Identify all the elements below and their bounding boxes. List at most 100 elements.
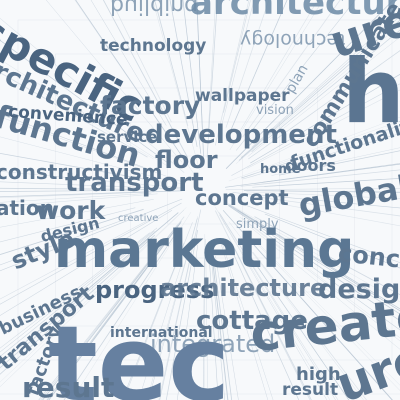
word-h: h	[342, 40, 400, 143]
background-line	[218, 211, 336, 400]
background-line	[0, 199, 154, 228]
word-international: international	[110, 325, 213, 341]
background-line	[246, 191, 400, 199]
background-line	[264, 177, 400, 187]
background-line	[71, 212, 192, 400]
background-line	[271, 147, 400, 176]
background-line	[203, 234, 206, 400]
background-line	[0, 187, 148, 190]
background-line	[110, 0, 172, 123]
word-constructivism: constructivism	[0, 160, 163, 184]
background-line	[0, 171, 184, 189]
background-line	[121, 242, 185, 400]
word-home: home	[260, 162, 301, 177]
background-line	[235, 0, 356, 151]
background-line	[0, 181, 181, 190]
background-frame	[92, 87, 318, 293]
background-line	[90, 0, 167, 126]
background-line	[0, 72, 148, 158]
background-line	[0, 192, 152, 203]
background-line	[228, 116, 400, 182]
background-line	[248, 50, 400, 160]
background-line	[146, 216, 198, 400]
background-line	[0, 234, 156, 375]
background-line	[205, 238, 208, 400]
background-line	[252, 237, 400, 386]
background-line	[237, 209, 400, 312]
background-line	[279, 150, 400, 176]
background-line	[220, 239, 274, 400]
background-line	[225, 163, 400, 188]
word-architecture-mid: architecture	[160, 274, 327, 302]
background-line	[0, 216, 133, 266]
background-frame	[129, 121, 281, 259]
background-line	[231, 243, 312, 400]
background-line	[0, 216, 155, 300]
background-line	[0, 190, 182, 199]
background-line	[211, 253, 229, 400]
background-line	[240, 241, 350, 400]
background-line	[0, 209, 185, 388]
word-transport: transport	[65, 168, 204, 198]
background-line	[235, 24, 400, 164]
background-line	[159, 209, 202, 400]
word-service: service	[97, 128, 158, 146]
background-line	[247, 36, 400, 157]
background-line	[242, 0, 341, 138]
background-line	[225, 0, 394, 169]
background-line	[206, 0, 218, 158]
word-marketing: marketing	[54, 220, 355, 280]
background-line	[0, 232, 150, 349]
background-line	[0, 39, 168, 163]
word-result-right: result	[282, 380, 339, 400]
background-line	[246, 89, 400, 169]
background-line	[0, 212, 179, 365]
word-technology: technology	[100, 36, 207, 56]
background-line	[253, 198, 400, 227]
background-line	[40, 216, 185, 400]
background-line	[215, 255, 239, 400]
background-line	[223, 0, 251, 113]
background-line	[225, 0, 288, 141]
word-factory: factory	[100, 91, 201, 120]
background-line	[222, 210, 393, 400]
background-line	[215, 207, 331, 400]
background-line	[210, 250, 226, 400]
background-line	[165, 229, 198, 400]
background-line	[42, 236, 169, 400]
background-line	[0, 190, 131, 192]
background-line	[232, 192, 400, 209]
background-line	[38, 224, 178, 400]
background-frame	[167, 155, 243, 225]
background-line	[208, 253, 219, 400]
word-work: work	[36, 196, 106, 225]
background-line	[239, 216, 400, 342]
background-line	[228, 221, 364, 400]
background-line	[240, 15, 400, 159]
background-line	[0, 227, 158, 353]
background-line	[154, 0, 189, 126]
background-line	[231, 83, 400, 176]
background-line	[0, 207, 136, 243]
background-line	[177, 244, 198, 400]
background-line	[0, 136, 183, 185]
background-line	[48, 222, 181, 400]
word-concept: concept	[195, 186, 289, 210]
word-doors: doors	[285, 156, 336, 175]
word-floor: floor	[155, 146, 218, 174]
background-line	[152, 0, 200, 170]
background-line	[214, 0, 250, 146]
background-line	[214, 210, 311, 400]
background-line	[225, 0, 270, 128]
background-line	[0, 66, 154, 160]
background-line	[251, 12, 400, 148]
word-high: high	[296, 364, 341, 385]
background-line	[240, 169, 400, 187]
word-development: development	[145, 120, 337, 150]
background-line	[63, 235, 175, 400]
background-line	[0, 208, 144, 256]
background-line	[202, 256, 205, 400]
background-line	[269, 120, 400, 168]
